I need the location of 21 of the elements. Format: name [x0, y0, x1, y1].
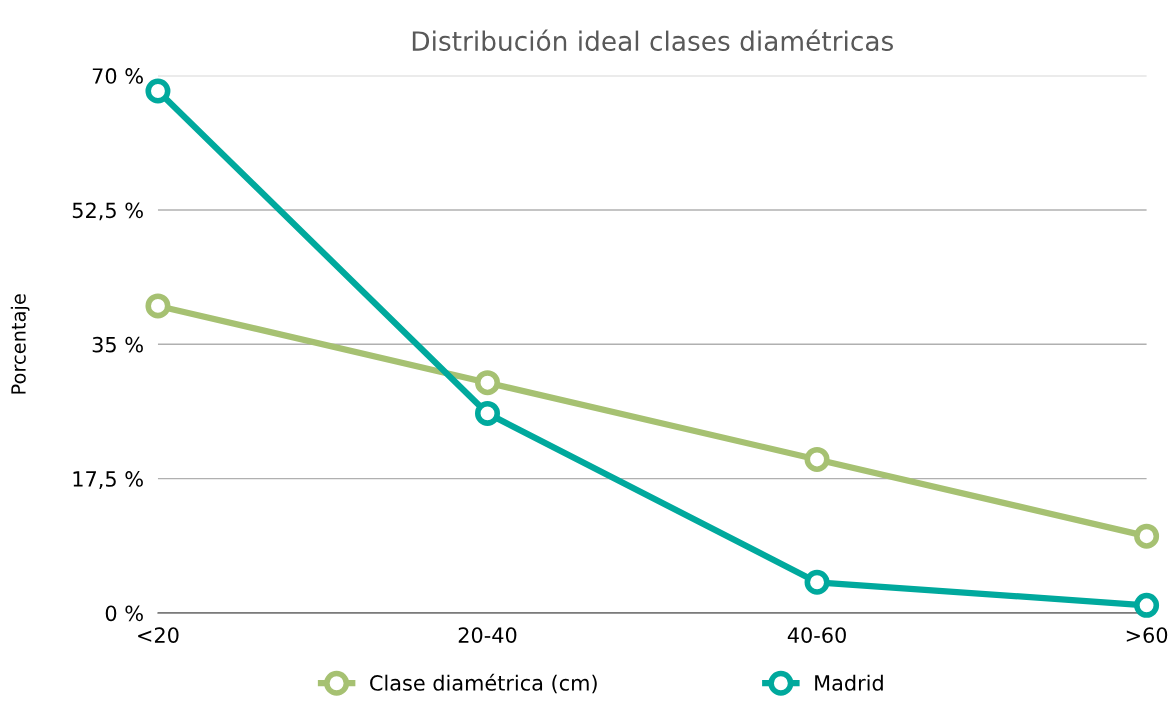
y-tick-label: 17,5 % — [73, 471, 143, 489]
point — [804, 446, 830, 472]
x-tick-label: 20-40 — [458, 627, 517, 643]
y-axis-title: Porcentaje — [10, 294, 30, 394]
y-tick-label: 70 % — [92, 68, 143, 84]
chart-title: Distribución ideal clases diamétricas — [412, 29, 893, 52]
y-tick-label: 35 % — [92, 336, 143, 353]
point — [1134, 592, 1160, 618]
x-tick-label: 40-60 — [787, 627, 846, 643]
y-tick-label: 0 % — [105, 605, 143, 622]
point — [475, 370, 500, 396]
legend-label: Madrid — [815, 674, 883, 691]
x-tick-label: <20 — [138, 627, 179, 643]
y-tick-label: 52,5 % — [72, 202, 143, 221]
point — [804, 569, 830, 595]
point — [145, 293, 171, 319]
point — [475, 400, 500, 426]
point — [145, 78, 171, 104]
point — [1134, 523, 1160, 549]
x-tick-label: >60 — [1126, 627, 1168, 643]
legend-label: Clase diamétrica (cm) — [370, 673, 597, 694]
